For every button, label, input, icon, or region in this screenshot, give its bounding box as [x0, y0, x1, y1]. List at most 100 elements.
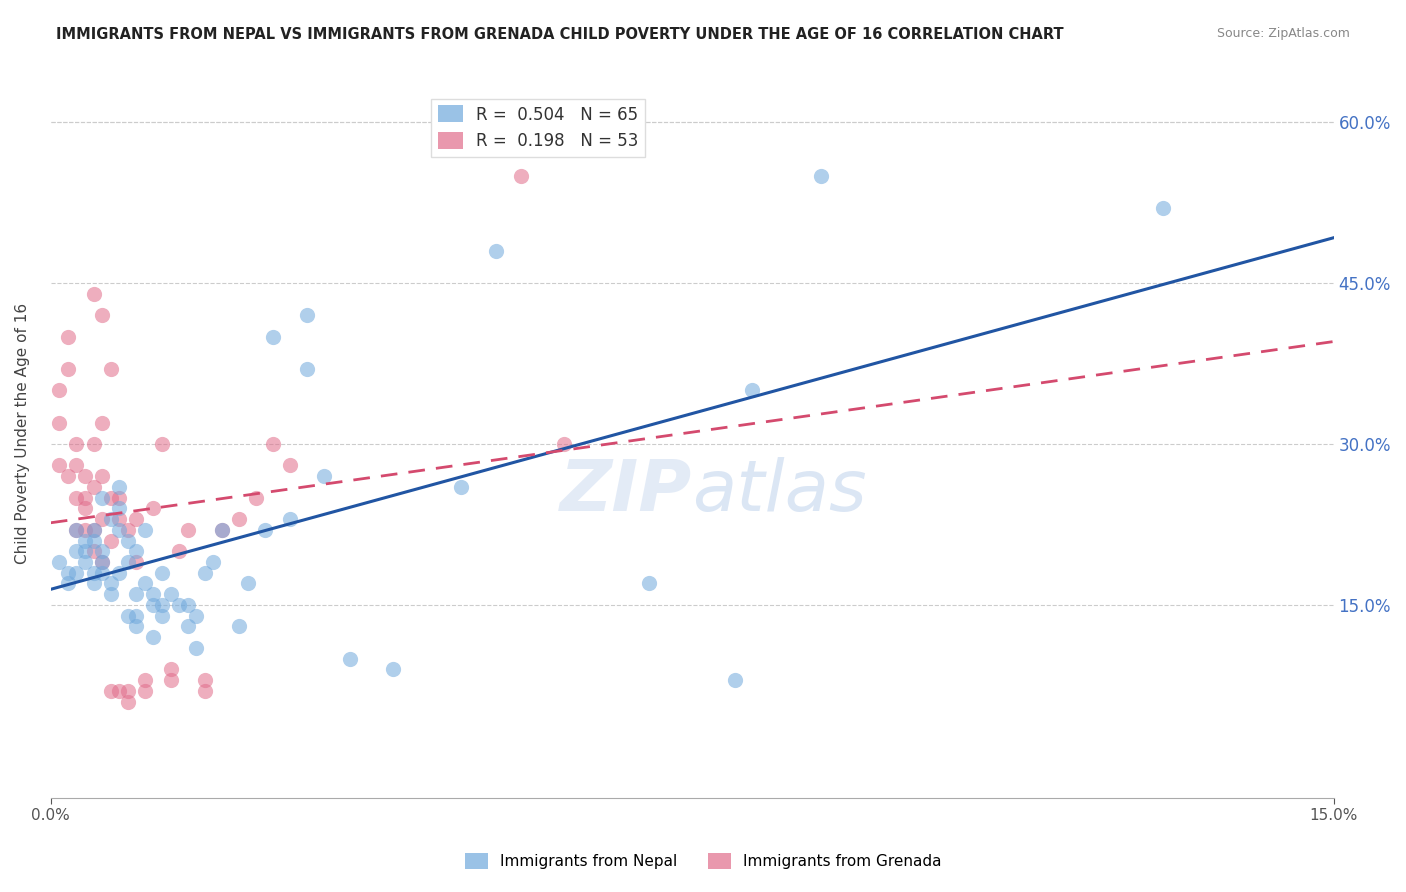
Point [125, 619, 148, 633]
Point [741, 384, 763, 398]
Point [108, 683, 131, 698]
Point [91, 566, 114, 580]
Point [48, 384, 70, 398]
Point [314, 469, 336, 483]
Point [100, 533, 122, 548]
Point [117, 694, 139, 708]
Point [100, 587, 122, 601]
Point [108, 512, 131, 526]
Point [83, 544, 105, 558]
Point [381, 662, 404, 676]
Point [73, 555, 96, 569]
Point [194, 673, 217, 687]
Point [176, 619, 198, 633]
Point [125, 544, 148, 558]
Point [73, 469, 96, 483]
Point [91, 544, 114, 558]
Point [91, 469, 114, 483]
Text: IMMIGRANTS FROM NEPAL VS IMMIGRANTS FROM GRENADA CHILD POVERTY UNDER THE AGE OF : IMMIGRANTS FROM NEPAL VS IMMIGRANTS FROM… [56, 27, 1064, 42]
Point [108, 566, 131, 580]
Point [125, 587, 148, 601]
Point [176, 523, 198, 537]
Point [194, 683, 217, 698]
Point [202, 555, 225, 569]
Point [100, 362, 122, 376]
Point [83, 533, 105, 548]
Point [48, 416, 70, 430]
Point [83, 523, 105, 537]
Point [142, 598, 165, 612]
Point [150, 437, 173, 451]
Point [83, 437, 105, 451]
Point [262, 437, 284, 451]
Point [150, 566, 173, 580]
Point [125, 555, 148, 569]
Point [553, 437, 575, 451]
Point [56, 469, 79, 483]
Point [83, 286, 105, 301]
Point [56, 566, 79, 580]
Text: Source: ZipAtlas.com: Source: ZipAtlas.com [1216, 27, 1350, 40]
Point [134, 673, 156, 687]
Point [339, 651, 361, 665]
Point [83, 480, 105, 494]
Point [56, 576, 79, 591]
Point [484, 244, 506, 258]
Point [211, 523, 233, 537]
Point [450, 480, 472, 494]
Legend: R =  0.504   N = 65, R =  0.198   N = 53: R = 0.504 N = 65, R = 0.198 N = 53 [432, 99, 645, 157]
Point [186, 608, 208, 623]
Point [48, 555, 70, 569]
Point [134, 523, 156, 537]
Point [117, 608, 139, 623]
Point [117, 683, 139, 698]
Point [91, 555, 114, 569]
Point [108, 491, 131, 505]
Y-axis label: Child Poverty Under the Age of 16: Child Poverty Under the Age of 16 [15, 302, 30, 564]
Point [638, 576, 661, 591]
Point [236, 576, 259, 591]
Point [73, 523, 96, 537]
Point [91, 555, 114, 569]
Point [65, 458, 87, 473]
Point [159, 673, 181, 687]
Point [65, 437, 87, 451]
Point [91, 491, 114, 505]
Point [810, 169, 832, 183]
Point [108, 501, 131, 516]
Point [65, 566, 87, 580]
Point [100, 683, 122, 698]
Point [91, 512, 114, 526]
Point [297, 308, 319, 322]
Point [73, 544, 96, 558]
Point [194, 566, 217, 580]
Point [56, 330, 79, 344]
Point [262, 330, 284, 344]
Point [176, 598, 198, 612]
Point [142, 630, 165, 644]
Point [108, 480, 131, 494]
Point [150, 598, 173, 612]
Point [167, 598, 190, 612]
Point [100, 512, 122, 526]
Point [100, 576, 122, 591]
Point [159, 662, 181, 676]
Point [253, 523, 276, 537]
Point [117, 533, 139, 548]
Point [83, 576, 105, 591]
Point [159, 587, 181, 601]
Point [56, 362, 79, 376]
Point [73, 501, 96, 516]
Point [142, 587, 165, 601]
Point [211, 523, 233, 537]
Legend: Immigrants from Nepal, Immigrants from Grenada: Immigrants from Nepal, Immigrants from G… [458, 847, 948, 875]
Point [48, 458, 70, 473]
Point [65, 523, 87, 537]
Text: ZIP: ZIP [560, 458, 692, 526]
Point [100, 491, 122, 505]
Point [125, 608, 148, 623]
Point [65, 544, 87, 558]
Point [278, 458, 301, 473]
Point [134, 576, 156, 591]
Point [91, 416, 114, 430]
